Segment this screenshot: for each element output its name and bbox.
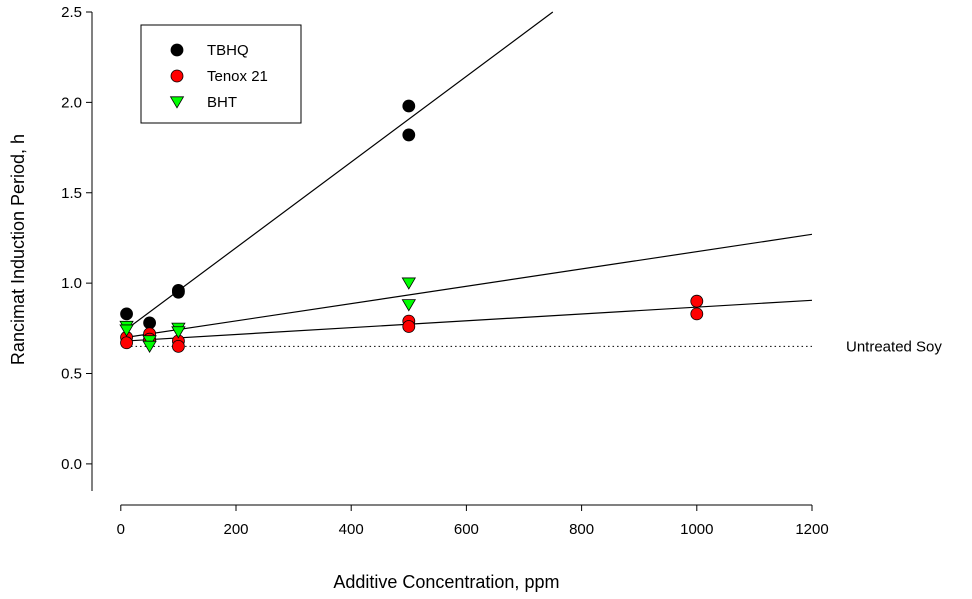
reference-line-group: Untreated Soy [126,338,942,355]
point-tenox-21 [690,294,704,308]
point-tbhq [402,128,416,142]
reference-line-label: Untreated Soy [846,338,942,355]
x-tick-label: 800 [569,521,594,538]
legend-box [140,24,302,124]
y-tick-label: 2.5 [61,4,82,21]
x-tick-label: 200 [223,521,248,538]
point-bht [401,299,416,312]
x-tick-label: 600 [454,521,479,538]
legend: TBHQ Tenox 21 BHT [140,24,302,124]
point-tenox-21 [690,307,704,321]
legend-label-tenox-21: Tenox 21 [207,68,268,85]
legend-label-bht: BHT [207,94,237,111]
x-tick-label: 400 [339,521,364,538]
y-tick-label: 1.5 [61,185,82,202]
fit-line-bht [126,233,812,338]
point-tbhq [143,316,157,330]
point-tenox-21 [171,339,185,353]
y-tick-label: 0.0 [61,456,82,473]
data-points [119,99,704,354]
point-tbhq [120,307,133,321]
y-tick-label: 1.0 [61,275,82,292]
x-tick-label: 1200 [795,521,828,538]
point-bht [171,326,186,339]
y-axis-title: Rancimat Induction Period, h [8,134,28,365]
y-tick-label: 0.5 [61,366,82,383]
legend-marker-tenox-21 [170,69,184,83]
fit-line-tbhq [126,11,554,330]
x-tick-label: 0 [117,521,125,538]
legend-label-tbhq: TBHQ [207,42,249,59]
axes: 0.0 0.5 1.0 1.5 2.0 2.5 0 200 400 600 800 1000 1200 [61,4,829,538]
y-tick-label: 2.0 [61,94,82,111]
x-axis-title: Additive Concentration, ppm [333,572,559,592]
legend-marker-bht [169,96,185,109]
point-tbhq [402,99,416,113]
fit-line-tenox-21 [126,299,812,342]
point-tenox-21 [402,320,416,333]
point-tbhq [171,285,185,299]
legend-marker-tbhq [170,43,184,57]
x-tick-label: 1000 [680,521,713,538]
point-tenox-21 [120,336,133,350]
point-bht [401,277,416,290]
point-bht [119,324,134,337]
point-bht [142,340,157,354]
